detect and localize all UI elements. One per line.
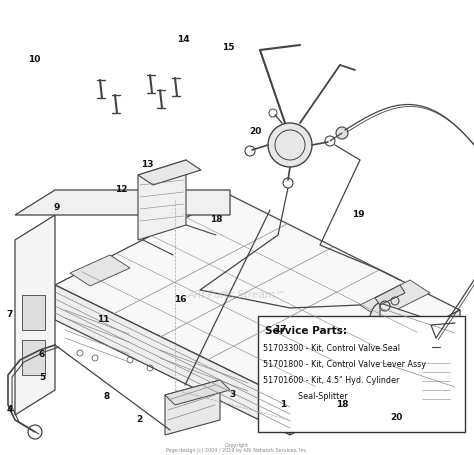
Text: 3: 3 <box>229 390 235 399</box>
Bar <box>258 316 465 432</box>
Polygon shape <box>15 215 55 415</box>
Polygon shape <box>138 160 201 185</box>
Circle shape <box>268 123 312 167</box>
Text: 51703300 - Kit, Control Valve Seal: 51703300 - Kit, Control Valve Seal <box>264 344 401 353</box>
Text: 10: 10 <box>28 56 40 65</box>
Polygon shape <box>380 303 455 392</box>
Circle shape <box>336 127 348 139</box>
Polygon shape <box>70 255 130 286</box>
Polygon shape <box>138 160 186 240</box>
Ellipse shape <box>430 348 442 356</box>
Text: 18: 18 <box>210 216 222 224</box>
Text: 13: 13 <box>141 161 153 170</box>
Polygon shape <box>375 285 405 305</box>
Polygon shape <box>55 285 290 435</box>
Polygon shape <box>15 190 230 215</box>
Text: 12: 12 <box>115 186 127 194</box>
Polygon shape <box>290 310 460 435</box>
Text: 16: 16 <box>174 295 186 304</box>
Polygon shape <box>165 380 230 405</box>
Text: 6: 6 <box>39 350 45 359</box>
Text: 7: 7 <box>7 310 13 319</box>
Text: 18: 18 <box>336 400 348 410</box>
Text: 51701600 - Kit, 4.5" Hyd. Cylinder: 51701600 - Kit, 4.5" Hyd. Cylinder <box>264 376 400 385</box>
Polygon shape <box>420 355 452 410</box>
Polygon shape <box>55 195 460 400</box>
Text: 2: 2 <box>136 415 142 425</box>
Ellipse shape <box>420 347 452 363</box>
Text: 17: 17 <box>273 325 286 334</box>
Polygon shape <box>165 380 220 435</box>
Text: 5: 5 <box>39 374 45 383</box>
Text: Copyright
Page design (c) 2004 / 2019 by ARI Network Services, Inc.: Copyright Page design (c) 2004 / 2019 by… <box>166 443 308 453</box>
Ellipse shape <box>420 402 452 418</box>
Text: Seal-Splitter: Seal-Splitter <box>264 392 348 401</box>
Text: Service Parts:: Service Parts: <box>265 326 347 336</box>
Text: 4: 4 <box>7 405 13 415</box>
Polygon shape <box>22 340 45 375</box>
Ellipse shape <box>445 328 465 392</box>
Text: 11: 11 <box>97 315 109 324</box>
Text: 14: 14 <box>177 35 189 45</box>
Text: ARI Parts Stream™: ARI Parts Stream™ <box>188 290 286 300</box>
Ellipse shape <box>367 303 392 367</box>
Text: 20: 20 <box>249 127 261 136</box>
Text: 8: 8 <box>104 393 110 401</box>
Text: 51701800 - Kit, Control Valve Lever Assy: 51701800 - Kit, Control Valve Lever Assy <box>264 360 426 369</box>
Text: 19: 19 <box>352 211 365 219</box>
Polygon shape <box>360 280 430 318</box>
Text: 1: 1 <box>280 400 286 410</box>
Text: 9: 9 <box>54 203 60 212</box>
Polygon shape <box>22 295 45 330</box>
Text: 20: 20 <box>390 414 402 423</box>
Text: 15: 15 <box>222 44 234 52</box>
